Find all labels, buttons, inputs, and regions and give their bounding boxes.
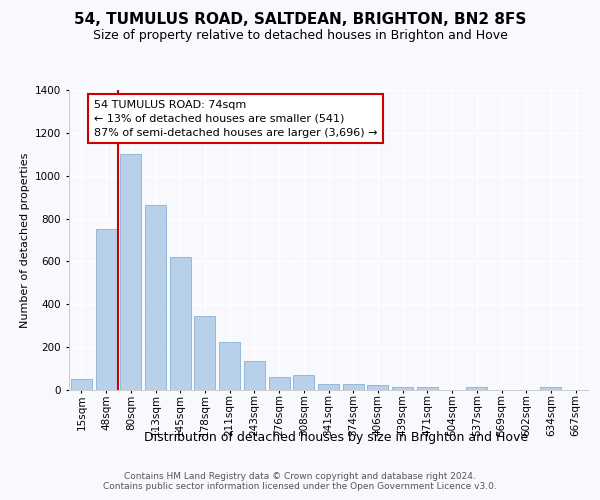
Bar xyxy=(170,257,191,390)
Text: 54 TUMULUS ROAD: 74sqm
← 13% of detached houses are smaller (541)
87% of semi-de: 54 TUMULUS ROAD: 74sqm ← 13% of detached… xyxy=(94,100,377,138)
Text: Distribution of detached houses by size in Brighton and Hove: Distribution of detached houses by size … xyxy=(144,431,528,444)
Bar xyxy=(417,387,438,390)
Bar xyxy=(466,388,487,390)
Bar xyxy=(293,375,314,390)
Bar xyxy=(244,361,265,390)
Bar xyxy=(145,204,166,390)
Bar xyxy=(343,384,364,390)
Bar xyxy=(194,316,215,390)
Text: 54, TUMULUS ROAD, SALTDEAN, BRIGHTON, BN2 8FS: 54, TUMULUS ROAD, SALTDEAN, BRIGHTON, BN… xyxy=(74,12,526,28)
Bar xyxy=(269,376,290,390)
Bar xyxy=(318,384,339,390)
Bar xyxy=(541,388,562,390)
Bar xyxy=(71,380,92,390)
Bar xyxy=(95,230,116,390)
Y-axis label: Number of detached properties: Number of detached properties xyxy=(20,152,29,328)
Text: Size of property relative to detached houses in Brighton and Hove: Size of property relative to detached ho… xyxy=(92,29,508,42)
Bar xyxy=(219,342,240,390)
Text: Contains public sector information licensed under the Open Government Licence v3: Contains public sector information licen… xyxy=(103,482,497,491)
Text: Contains HM Land Registry data © Crown copyright and database right 2024.: Contains HM Land Registry data © Crown c… xyxy=(124,472,476,481)
Bar xyxy=(392,387,413,390)
Bar xyxy=(120,154,141,390)
Bar xyxy=(367,386,388,390)
